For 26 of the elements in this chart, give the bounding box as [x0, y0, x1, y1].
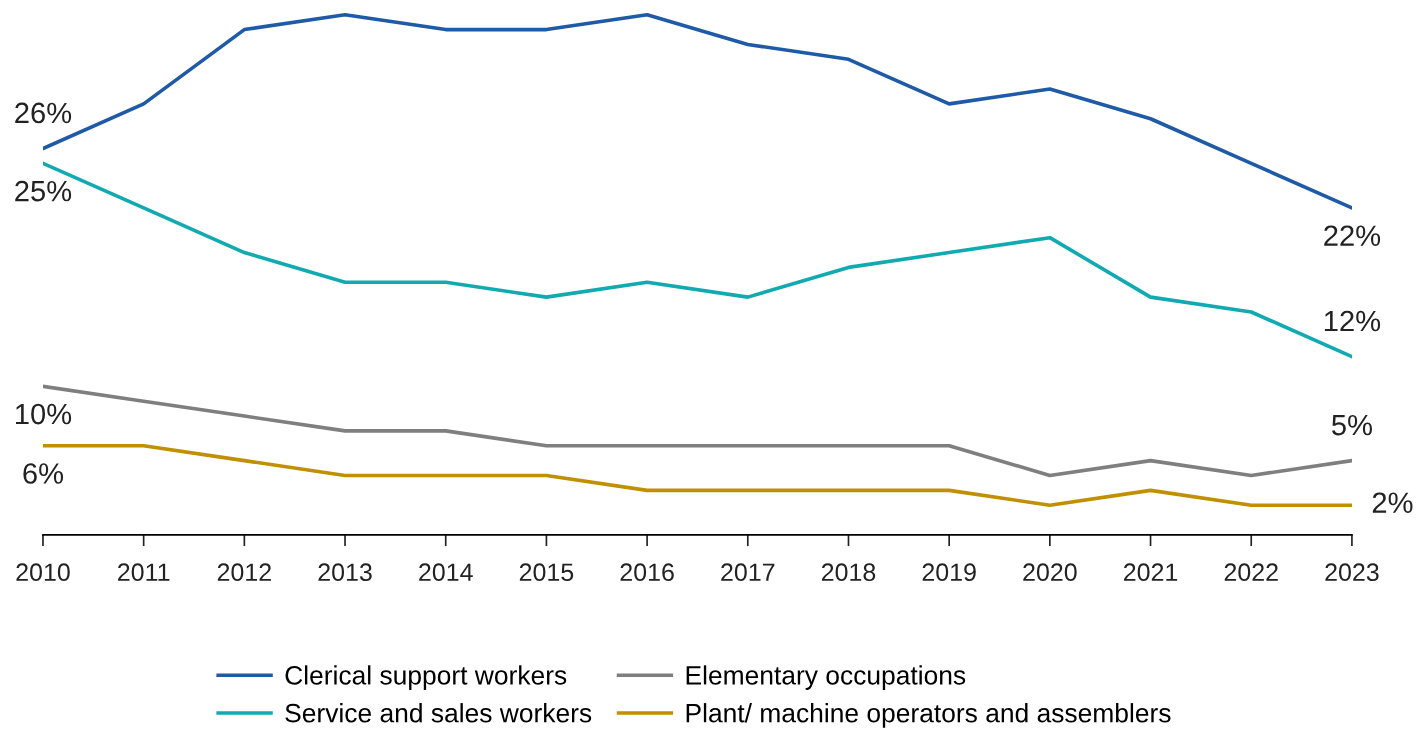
- x-tick-label: 2023: [1325, 563, 1379, 582]
- x-tick-label: 2022: [1224, 563, 1278, 582]
- x-tick-label: 2013: [318, 563, 372, 582]
- legend-label: Service and sales workers: [285, 703, 592, 723]
- data-label: 26%: [15, 102, 72, 124]
- data-label: 5%: [1332, 414, 1372, 436]
- x-tick-label: 2019: [922, 563, 976, 582]
- data-label: 12%: [1324, 310, 1381, 332]
- data-label: 22%: [1324, 225, 1381, 246]
- legend-label: Elementary occupations: [686, 665, 966, 690]
- x-tick-label: 2021: [1124, 563, 1178, 582]
- x-tick-label: 2014: [419, 563, 473, 582]
- x-tick-label: 2010: [16, 563, 70, 582]
- data-label: 6%: [23, 463, 64, 484]
- x-tick-label: 2020: [1023, 563, 1077, 582]
- data-label: 25%: [15, 180, 72, 202]
- x-tick-label: 2016: [620, 563, 674, 582]
- x-tick-label: 2018: [821, 563, 876, 582]
- x-tick-label: 2011: [118, 563, 170, 582]
- data-label: 2%: [1372, 492, 1413, 513]
- x-tick-label: 2012: [217, 563, 271, 582]
- x-tick-label: 2015: [519, 563, 574, 582]
- legend-label: Plant/ machine operators and assemblers: [686, 703, 1171, 728]
- x-tick-label: 2017: [721, 563, 775, 582]
- data-label: 10%: [16, 403, 72, 425]
- legend-label: Clerical support workers: [285, 665, 567, 690]
